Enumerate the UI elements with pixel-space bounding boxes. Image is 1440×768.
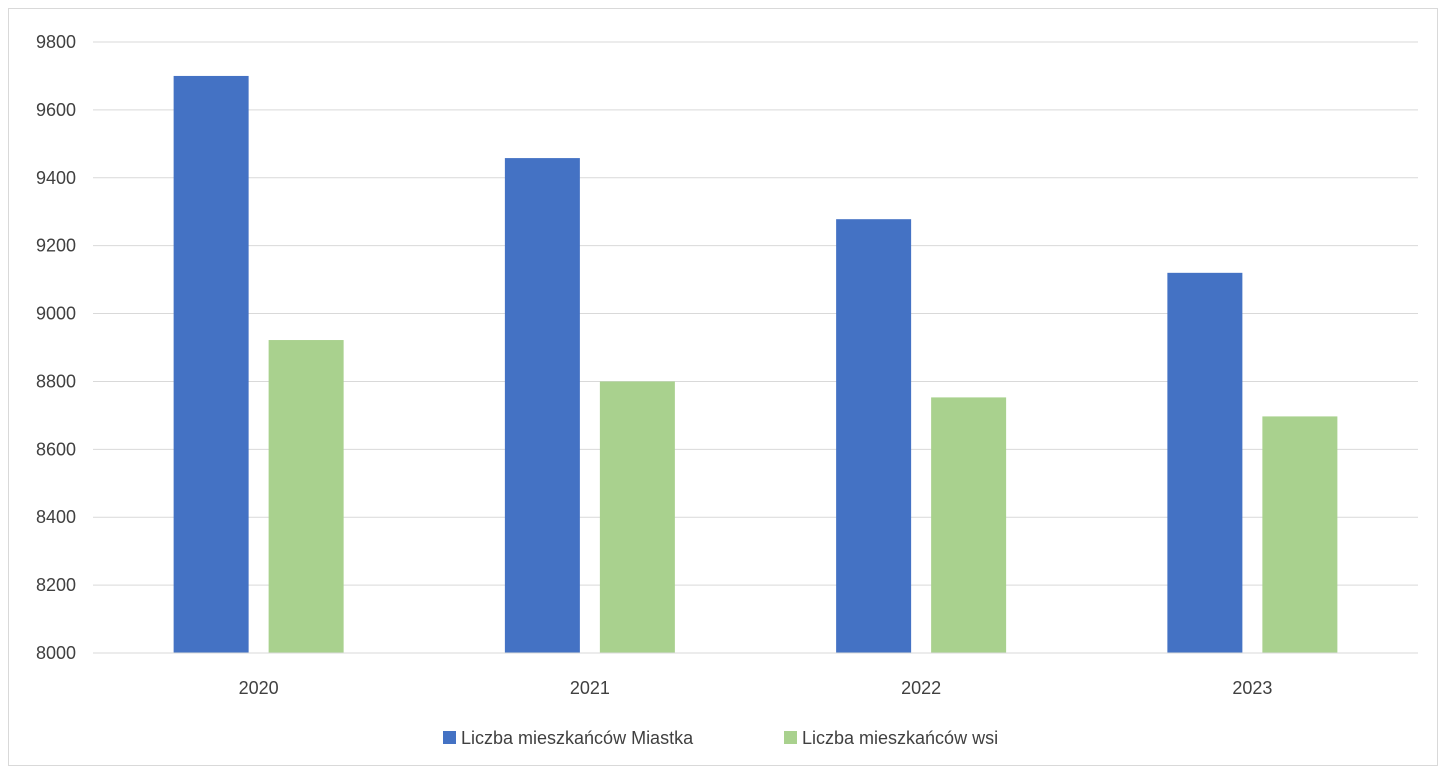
x-tick-label: 2023 bbox=[1232, 678, 1272, 698]
bar-wies-2021 bbox=[599, 381, 675, 653]
y-tick-label: 9400 bbox=[36, 168, 76, 188]
y-tick-label: 9000 bbox=[36, 304, 76, 324]
bar-miastko-2023 bbox=[1167, 272, 1243, 653]
x-axis-tick-labels: 2020 2021 2022 2023 bbox=[239, 678, 1273, 698]
y-tick-label: 9600 bbox=[36, 100, 76, 120]
y-tick-label: 8400 bbox=[36, 507, 76, 527]
bar-miastko-2022 bbox=[836, 219, 912, 653]
bar-wies-2022 bbox=[931, 397, 1007, 653]
y-tick-label: 8000 bbox=[36, 643, 76, 663]
x-tick-label: 2022 bbox=[901, 678, 941, 698]
legend-label: Liczba mieszkańców wsi bbox=[802, 728, 998, 748]
y-tick-label: 8800 bbox=[36, 371, 76, 391]
bar-miastko-2020 bbox=[173, 75, 249, 653]
x-tick-label: 2020 bbox=[239, 678, 279, 698]
bar-miastko-2021 bbox=[504, 158, 580, 653]
legend-swatch bbox=[443, 731, 456, 744]
legend-label: Liczba mieszkańców Miastka bbox=[461, 728, 694, 748]
x-tick-label: 2021 bbox=[570, 678, 610, 698]
bars bbox=[173, 75, 1338, 653]
y-axis-tick-labels: 8000 8200 8400 8600 8800 9000 9200 9400 9600 9800 bbox=[36, 32, 76, 663]
bar-wies-2020 bbox=[268, 340, 344, 653]
y-tick-label: 9800 bbox=[36, 32, 76, 52]
y-tick-label: 9200 bbox=[36, 236, 76, 256]
legend: Liczba mieszkańców Miastka Liczba mieszka… bbox=[443, 728, 998, 748]
bar-wies-2023 bbox=[1262, 416, 1338, 653]
legend-swatch bbox=[784, 731, 797, 744]
y-tick-label: 8600 bbox=[36, 439, 76, 459]
y-tick-label: 8200 bbox=[36, 575, 76, 595]
